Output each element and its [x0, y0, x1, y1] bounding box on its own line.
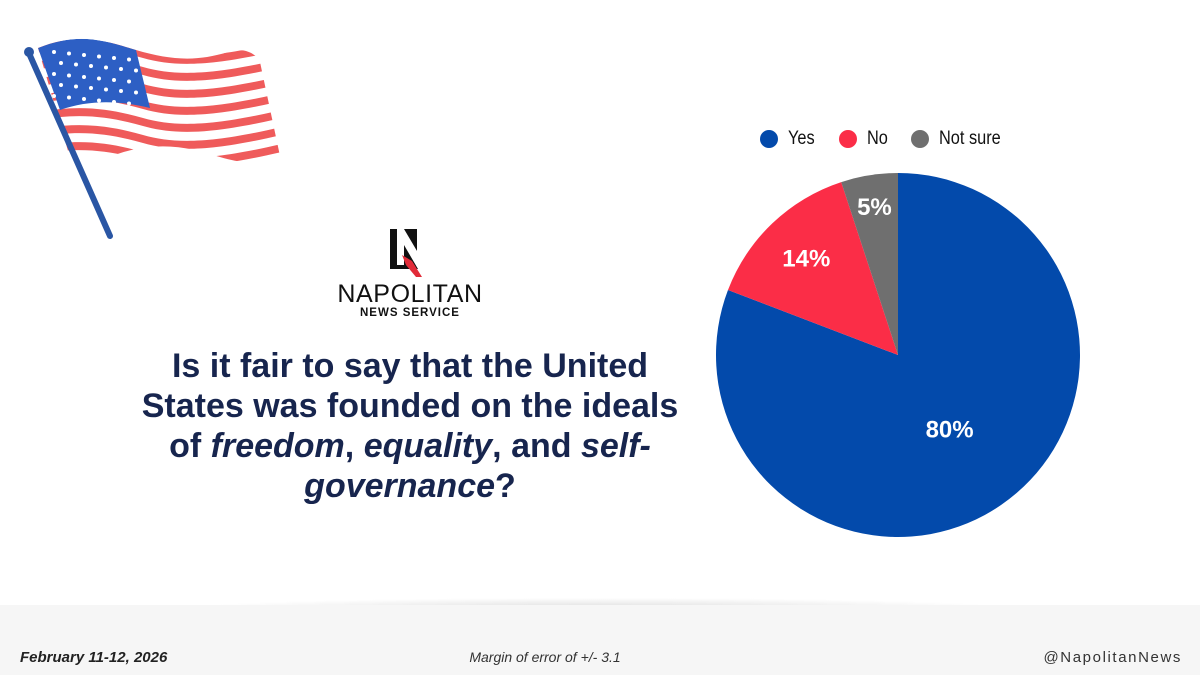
- flag-star: [67, 95, 71, 100]
- question-text: Is it fair to say that the United States…: [141, 347, 679, 465]
- napolitan-logo: NAPOLITAN NEWS SERVICE: [320, 222, 500, 322]
- pie-chart: 80% 14% 5%: [716, 173, 1080, 537]
- flag-star: [59, 83, 63, 87]
- flag-star: [134, 90, 138, 95]
- flag-star: [52, 94, 56, 98]
- flag-star: [112, 56, 116, 60]
- flag-star: [104, 87, 108, 92]
- flag-star: [127, 101, 131, 106]
- margin-of-error: Margin of error of +/- 3.1: [469, 649, 621, 665]
- poll-question: Is it fair to say that the United States…: [140, 346, 680, 506]
- flag-star: [67, 51, 71, 56]
- question-text: ,: [344, 427, 364, 465]
- flag-star: [112, 78, 116, 82]
- legend-swatch-no: [839, 130, 857, 148]
- flag-star: [97, 76, 101, 81]
- legend-swatch-yes: [760, 130, 778, 148]
- flag-star: [89, 64, 93, 68]
- flag-star: [59, 61, 63, 65]
- brand-name: NAPOLITAN: [337, 280, 483, 308]
- flag-star: [127, 79, 131, 84]
- legend-item-no: No: [839, 128, 891, 150]
- pie-label-no: 14%: [782, 245, 830, 272]
- pie-slice-no: [727, 182, 898, 355]
- legend-label-yes: Yes: [788, 128, 815, 149]
- pie-label-not-sure: 5%: [857, 194, 892, 221]
- legend-label-not-sure: Not sure: [939, 128, 1002, 149]
- flag-stripe: [38, 123, 280, 149]
- flag-star: [127, 57, 131, 62]
- flag-star: [82, 97, 86, 101]
- flag-star: [112, 100, 116, 104]
- pie-slice-not-sure: [841, 173, 898, 355]
- pie-label-yes: 80%: [926, 416, 974, 443]
- legend-item-yes: Yes: [760, 128, 819, 150]
- legend-item-not-sure: Not sure: [911, 128, 1011, 150]
- flag-star: [82, 53, 86, 57]
- flag-star: [74, 84, 78, 89]
- flag-star: [104, 65, 108, 70]
- question-emphasis: self-governance: [304, 427, 651, 505]
- flag-star: [119, 89, 123, 93]
- flag-star: [52, 72, 56, 76]
- flag-stripe: [38, 106, 280, 132]
- flag-star: [82, 75, 86, 79]
- brand-subtitle: NEWS SERVICE: [360, 307, 460, 319]
- chart-legend: Yes No Not sure: [760, 126, 1060, 152]
- social-handle: @NapolitanNews: [1043, 649, 1182, 666]
- poll-date: February 11-12, 2026: [20, 649, 168, 666]
- napolitan-logo-icon: [390, 229, 424, 277]
- flag-star: [97, 54, 101, 59]
- question-emphasis: freedom: [210, 427, 345, 465]
- flag-star: [67, 73, 71, 78]
- question-text: ?: [495, 467, 516, 505]
- flag-star: [134, 68, 138, 73]
- flag-star: [97, 98, 101, 103]
- flag-star: [74, 62, 78, 67]
- question-text: , and: [492, 427, 581, 465]
- question-emphasis: equality: [363, 427, 493, 465]
- flag-star: [89, 86, 93, 90]
- footer-bar: [0, 605, 1200, 675]
- us-flag-icon: [24, 38, 280, 239]
- flag-star: [52, 50, 56, 54]
- flag-star: [119, 67, 123, 71]
- legend-swatch-not-sure: [911, 130, 930, 148]
- legend-label-no: No: [867, 128, 888, 149]
